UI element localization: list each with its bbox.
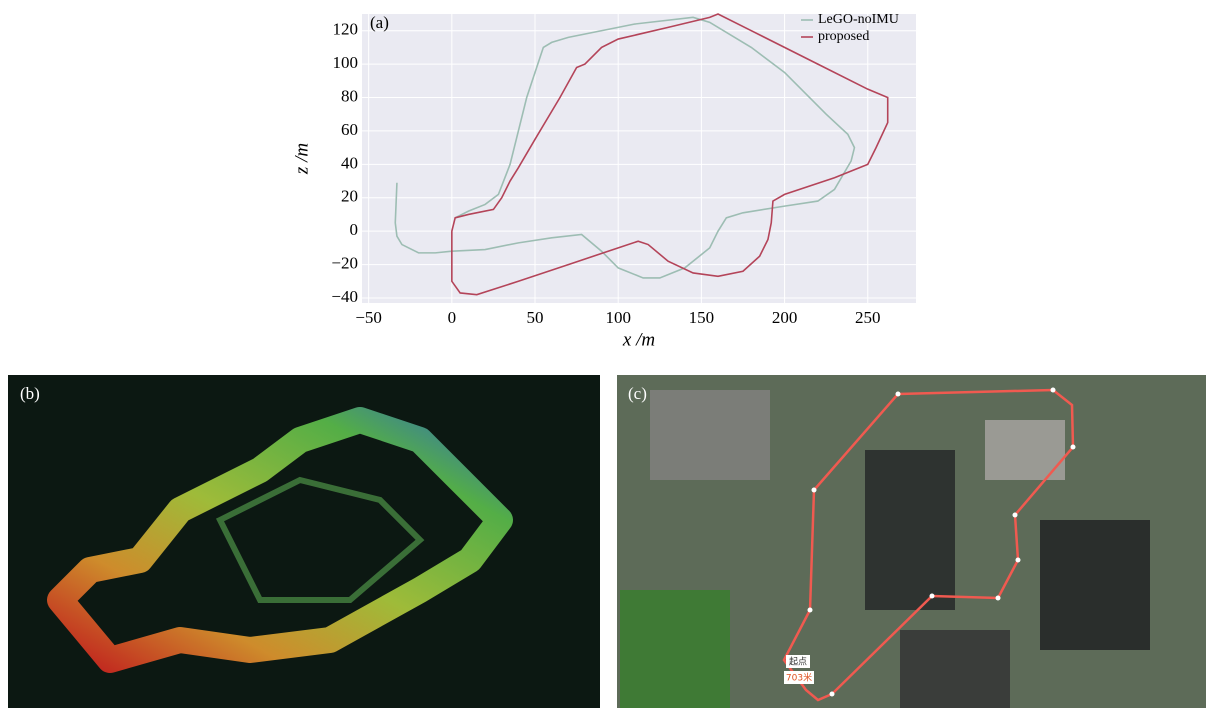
annotation: (a) [370, 13, 389, 32]
y-axis-label: z /m [291, 143, 312, 175]
legend-label: proposed [818, 29, 869, 44]
y-tick-label: 40 [341, 153, 358, 172]
y-tick-label: 100 [333, 53, 359, 72]
trees [620, 590, 730, 708]
x-tick-label: 200 [772, 308, 798, 327]
y-tick-label: 20 [341, 187, 358, 206]
y-tick-label: −20 [331, 253, 358, 272]
y-tick-label: 80 [341, 86, 358, 105]
x-tick-label: 250 [855, 308, 881, 327]
plot-area [362, 14, 916, 303]
y-tick-label: 60 [341, 120, 358, 139]
y-tick-label: −40 [331, 287, 358, 306]
x-tick-label: 100 [605, 308, 631, 327]
building [900, 630, 1010, 708]
start-label: 起点 [789, 657, 807, 668]
building [865, 450, 955, 610]
panel-label: (b) [20, 384, 40, 403]
building [1040, 520, 1150, 650]
page: (b) 起点 703米 (c) −40 −20 0 20 40 60 80 100 120 −50… [0, 0, 1206, 713]
panel-label: (c) [628, 384, 647, 403]
building [650, 390, 770, 480]
distance-label: 703米 [786, 672, 812, 684]
figure: (b) 起点 703米 (c) −40 −20 0 20 40 60 80 100 120 −50… [0, 0, 1206, 708]
y-tick-label: 0 [350, 220, 359, 239]
x-tick-label: −50 [355, 308, 382, 327]
x-tick-label: 0 [448, 308, 457, 327]
x-axis-label: x /m [622, 329, 655, 350]
x-tick-label: 50 [527, 308, 544, 327]
legend-label: LeGO-noIMU [818, 12, 899, 27]
y-tick-label: 120 [333, 20, 359, 39]
x-tick-label: 150 [689, 308, 715, 327]
